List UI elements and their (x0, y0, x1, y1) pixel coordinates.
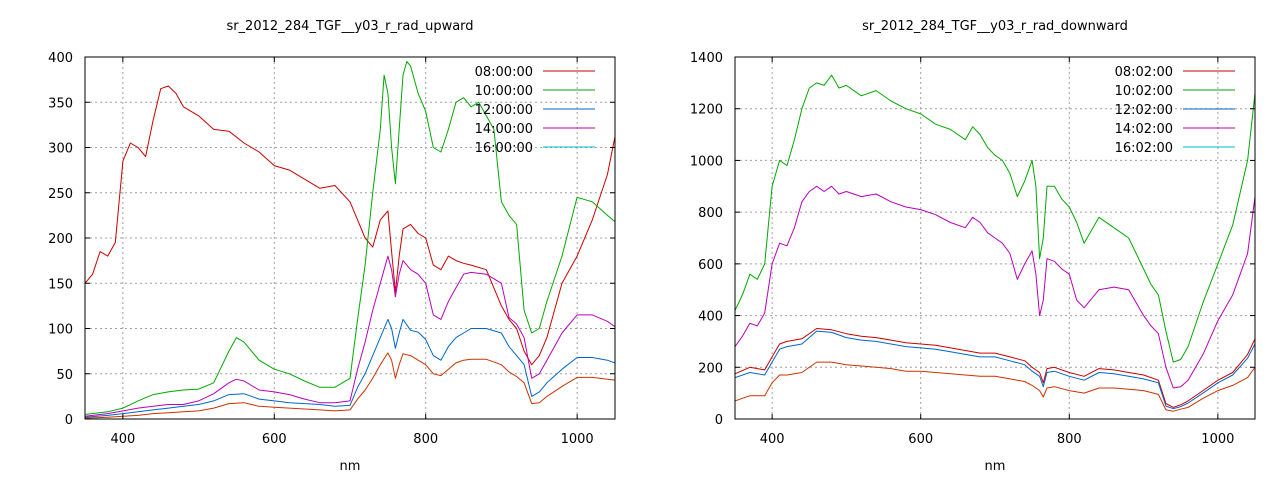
x-tick-label: 800 (1057, 432, 1082, 447)
y-tick-label: 400 (698, 310, 723, 325)
series-line (85, 61, 615, 415)
series-line (85, 352, 615, 419)
y-tick-label: 350 (48, 96, 73, 111)
series-line (735, 330, 1255, 410)
x-axis-label: nm (985, 459, 1006, 474)
series-line (735, 74, 1255, 363)
y-tick-label: 1200 (690, 103, 723, 118)
y-tick-label: 1000 (690, 154, 723, 169)
series-line (735, 328, 1255, 408)
legend-label: 12:00:00 (475, 103, 533, 118)
chart-title: sr_2012_284_TGF__y03_r_rad_downward (862, 19, 1128, 34)
series-line (735, 361, 1255, 412)
series-line (85, 85, 615, 366)
legend-label: 16:02:00 (1115, 141, 1173, 156)
chart-upward: sr_2012_284_TGF__y03_r_rad_upward nm 400… (48, 19, 616, 474)
y-tick-label: 400 (48, 51, 73, 66)
x-tick-label: 600 (908, 432, 933, 447)
y-tick-label: 0 (65, 413, 73, 428)
legend-label: 08:02:00 (1115, 65, 1173, 80)
y-tick-label: 200 (698, 361, 723, 376)
series-line (85, 255, 615, 417)
series-line (735, 185, 1255, 389)
chart-downward: sr_2012_284_TGF__y03_r_rad_downward nm 4… (690, 19, 1256, 474)
legend-label: 08:00:00 (475, 65, 533, 80)
legend-label: 10:02:00 (1115, 84, 1173, 99)
plot-frame (734, 56, 1256, 420)
y-tick-label: 600 (698, 258, 723, 273)
y-tick-label: 300 (48, 142, 73, 157)
y-tick-label: 100 (48, 323, 73, 338)
x-tick-label: 600 (262, 432, 287, 447)
y-tick-label: 1400 (690, 51, 723, 66)
x-axis-label: nm (340, 459, 361, 474)
x-tick-label: 1000 (1201, 432, 1234, 447)
legend-label: 10:00:00 (475, 84, 533, 99)
x-tick-label: 400 (110, 432, 135, 447)
y-tick-label: 0 (715, 413, 723, 428)
y-tick-label: 200 (48, 232, 73, 247)
y-tick-label: 250 (48, 187, 73, 202)
legend-label: 16:00:00 (475, 141, 533, 156)
chart-title: sr_2012_284_TGF__y03_r_rad_upward (226, 19, 473, 34)
y-tick-label: 50 (56, 368, 73, 383)
legend-label: 14:02:00 (1115, 122, 1173, 137)
y-tick-label: 800 (698, 206, 723, 221)
y-tick-label: 150 (48, 277, 73, 292)
x-tick-label: 800 (413, 432, 438, 447)
x-tick-label: 400 (760, 432, 785, 447)
series-line (85, 318, 615, 418)
legend-label: 12:02:00 (1115, 103, 1173, 118)
x-tick-label: 1000 (561, 432, 594, 447)
legend-label: 14:00:00 (475, 122, 533, 137)
